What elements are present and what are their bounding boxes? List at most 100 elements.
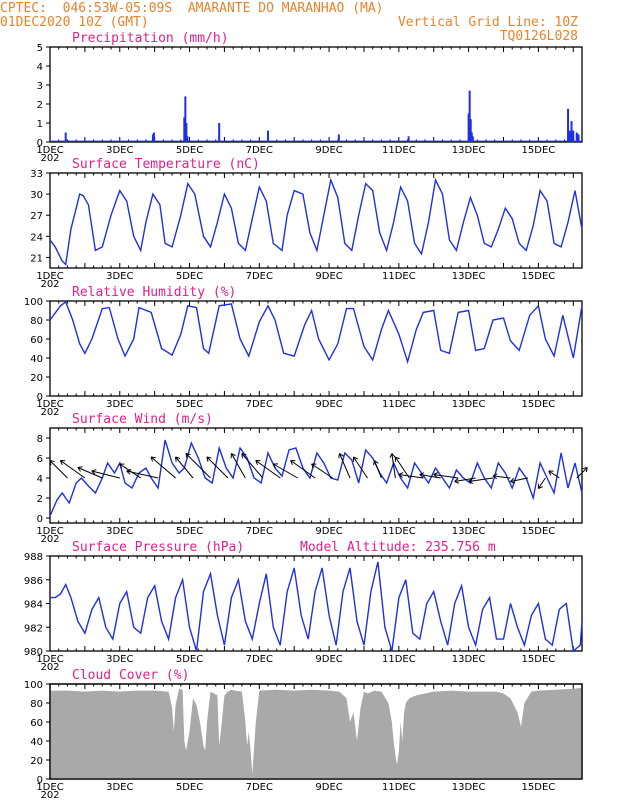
wind-arrow: [77, 467, 103, 479]
wind-arrow-head: [175, 456, 177, 462]
precip-xtick-label: 9DEC: [315, 145, 342, 156]
pressure-year-label: 202: [40, 662, 59, 673]
wind-arrow-head: [433, 472, 439, 475]
rh-xtick-label: 7DEC: [246, 399, 273, 410]
temp-xtick-label: 11DEC: [382, 271, 416, 282]
precip-bar: [186, 136, 189, 142]
rh-ytick-label: 0: [37, 392, 43, 403]
wind-arrow: [241, 453, 264, 479]
wind-arrow-head: [91, 469, 97, 472]
wind-xtick-label: 15DEC: [522, 526, 556, 537]
wind-arrow-head: [311, 463, 314, 469]
precip-bar: [568, 130, 571, 142]
temp-line: [49, 177, 583, 266]
wind-arrow: [49, 460, 68, 479]
wind-arrow-head: [353, 456, 358, 460]
wind-arrow-head: [77, 467, 81, 472]
wind-arrow: [255, 460, 281, 479]
wind-arrow-head: [582, 467, 588, 470]
precip-title: Precipitation (mm/h): [72, 31, 229, 46]
temp-xtick-label: 13DEC: [452, 271, 486, 282]
rh-ytick-label: 100: [24, 297, 43, 308]
pressure-xtick-label: 1DEC: [36, 654, 63, 665]
pressure-xtick-label: 9DEC: [315, 654, 342, 665]
wind-arrow-head: [206, 456, 212, 459]
pressure-ytick-label: 984: [24, 600, 43, 611]
wind-arrow-head: [492, 473, 498, 477]
wind-arrow-head: [231, 453, 236, 457]
wind-arrow: [353, 456, 368, 479]
wind-arrow-head: [389, 453, 393, 459]
header-title: CPTEC: 046:53W-05:09S AMARANTE DO MARANH…: [0, 1, 384, 16]
precip-ytick-label: 2: [37, 100, 43, 111]
wind-ytick-label: 4: [37, 474, 43, 485]
precip-bar: [567, 108, 570, 142]
precip-bar: [64, 132, 67, 142]
wind-xtick-label: 7DEC: [246, 526, 273, 537]
wind-arrow-head: [185, 453, 191, 456]
wind-arrow: [150, 456, 176, 479]
wind-arrow: [373, 460, 382, 479]
wind-arrow-head: [339, 453, 344, 457]
rh-ytick-label: 40: [30, 354, 43, 365]
precip-year-label: 202: [40, 153, 59, 164]
wind-arrow: [206, 456, 229, 479]
wind-arrow-head: [290, 460, 293, 466]
wind-arrow-head: [175, 456, 181, 459]
cloud-area: [50, 687, 582, 779]
precip-bar: [469, 119, 472, 142]
rh-title: Relative Humidity (%): [72, 285, 236, 300]
wind-arrow-head: [454, 478, 459, 482]
precip-xtick-label: 5DEC: [176, 145, 203, 156]
precip-ytick-label: 1: [37, 119, 43, 130]
header-code: TQ0126L028: [499, 29, 578, 44]
temp-xtick-label: 7DEC: [246, 271, 273, 282]
precip-ytick-label: 0: [37, 138, 43, 149]
precip-bar: [218, 123, 221, 142]
wind-xtick-label: 11DEC: [382, 526, 416, 537]
wind-arrow-head: [272, 463, 276, 469]
wind-arrow-head: [468, 478, 473, 482]
wind-arrow: [537, 477, 546, 489]
wind-arrow: [339, 453, 351, 479]
precip-bar: [570, 121, 573, 142]
rh-ytick-label: 80: [30, 316, 43, 327]
wind-arrow: [433, 474, 459, 479]
temp-xtick-label: 5DEC: [176, 271, 203, 282]
wind-xtick-label: 13DEC: [452, 526, 486, 537]
rh-xtick-label: 5DEC: [176, 399, 203, 410]
wind-arrow: [119, 463, 141, 479]
wind-arrow-head: [454, 481, 460, 484]
cloud-ytick-label: 20: [30, 756, 43, 767]
rh-xtick-label: 3DEC: [106, 399, 133, 410]
wind-year-label: 202: [40, 534, 59, 545]
precip-ytick-label: 4: [37, 62, 43, 73]
wind-arrow: [290, 460, 316, 479]
precip-ytick-label: 5: [37, 43, 43, 54]
pressure-line: [50, 561, 583, 653]
precip-xtick-label: 11DEC: [382, 145, 416, 156]
wind-ytick-label: 8: [37, 434, 43, 445]
rh-panel: [46, 300, 583, 397]
precip-ytick-label: 3: [37, 81, 43, 92]
precip-bar: [407, 136, 410, 142]
rh-xtick-label: 1DEC: [36, 399, 63, 410]
temp-title: Surface Temperature (nC): [72, 157, 260, 172]
pressure-annotation: Model Altitude: 235.756 m: [300, 540, 496, 555]
wind-arrow-head: [468, 481, 474, 484]
precip-panel: [46, 46, 583, 143]
wind-arrow: [311, 463, 333, 479]
wind-arrow: [576, 467, 588, 479]
temp-ytick-label: 21: [30, 253, 43, 264]
cloud-xtick-label: 11DEC: [382, 782, 416, 793]
wind-arrow: [391, 453, 396, 479]
cloud-ytick-label: 100: [24, 680, 43, 691]
rh-year-label: 202: [40, 407, 59, 418]
wind-arrow-head: [548, 470, 552, 476]
precip-frame: [49, 46, 583, 143]
wind-arrow-head: [510, 481, 516, 484]
precip-bar: [267, 130, 270, 142]
rh-ytick-label: 60: [30, 335, 43, 346]
wind-arrow: [272, 463, 298, 479]
